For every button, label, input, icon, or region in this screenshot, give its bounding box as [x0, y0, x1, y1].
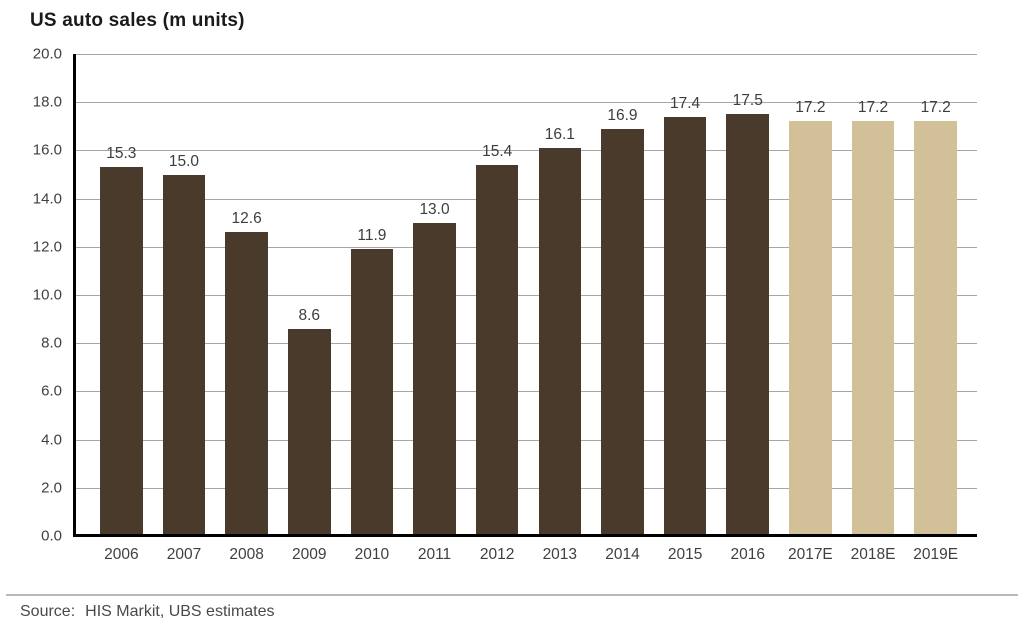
gridline: [76, 487, 977, 489]
bar-column-2011: 13.0: [403, 54, 466, 536]
x-tick-label: 2014: [605, 546, 640, 563]
bar-2016: [726, 114, 770, 536]
bar-column-2017E: 17.2: [779, 54, 842, 536]
bar-value-label: 17.2: [920, 99, 951, 117]
bar-value-label: 15.3: [106, 145, 137, 163]
y-tick-label: 18.0: [32, 93, 62, 111]
bar-2018E: [851, 121, 895, 536]
x-tick-label: 2011: [417, 546, 452, 563]
x-axis: 2006 2007 2008 2009 2010 2011 2012 2013 2014 2015…: [76, 546, 977, 564]
bar-value-label: 16.9: [607, 106, 638, 124]
x-tick-label: 2017E: [787, 546, 833, 563]
bar-column-2006: 15.3: [90, 54, 153, 536]
bar-value-label: 11.9: [357, 227, 387, 245]
source-value: HIS Markit, UBS estimates: [85, 603, 275, 620]
bar-column-2008: 12.6: [215, 54, 278, 536]
bar-value-label: 13.0: [419, 200, 450, 218]
gridline: [76, 391, 977, 393]
x-tick-label: 2007: [166, 546, 202, 563]
bar-value-label: 16.1: [544, 126, 575, 143]
gridline: [76, 439, 977, 441]
y-tick-label: 16.0: [32, 141, 62, 159]
x-axis-line: [73, 534, 977, 537]
bar-value-label: 17.2: [857, 99, 889, 117]
plot-area: 20.0 18.0 16.0 14.0 12.0 10.0 8.0 6.0 4.0 2.0 0.0 …: [33, 46, 977, 545]
y-tick-label: 12.0: [32, 238, 62, 256]
y-axis-line: [73, 54, 76, 537]
x-tick-label: 2009: [292, 546, 327, 563]
bar-2007: [162, 174, 206, 536]
bar-value-label: 12.6: [231, 210, 262, 228]
x-tick-label: 2019E: [913, 546, 959, 563]
y-tick-label: 14.0: [32, 190, 62, 208]
y-tick-label: 0.0: [41, 527, 62, 545]
x-tick-label: 2016: [730, 546, 765, 563]
bar-2010: [350, 249, 394, 536]
bar-column-2019E: 17.2: [904, 54, 967, 536]
gridline: [76, 150, 977, 152]
bar-column-2007: 15.0: [153, 54, 216, 536]
y-tick-label: 2.0: [41, 479, 62, 497]
bar-value-label: 17.4: [670, 94, 701, 112]
y-tick-label: 8.0: [41, 334, 62, 352]
bar-column-2009: 8.6: [278, 54, 341, 536]
y-tick-label: 4.0: [41, 431, 62, 449]
gridline: [76, 198, 977, 200]
x-tick-label: 2008: [229, 546, 264, 563]
x-tick-label: 2015: [667, 546, 703, 563]
bar-2009: [287, 328, 331, 536]
bar-column-2012: 15.4: [466, 54, 529, 536]
x-tick-label: 2006: [104, 546, 139, 563]
bar-column-2013: 16.1: [528, 54, 591, 536]
x-tick-label: 2013: [542, 546, 578, 563]
bar-2017E: [789, 121, 832, 536]
bar-2011: [413, 222, 456, 536]
gridline: [76, 54, 977, 55]
bars-row: 15.3 15.0 12.6 8.6 11.9 13.0 15.4 16.1 16.9 17.4 1…: [76, 54, 977, 536]
bar-value-label: 15.0: [168, 152, 200, 170]
x-tick-label: 2018E: [850, 546, 896, 563]
source-label: Source:: [20, 603, 76, 620]
bar-column-2015: 17.4: [654, 54, 717, 536]
bar-2012: [475, 164, 519, 536]
chart-title: US auto sales (m units): [30, 10, 245, 31]
bar-value-label: 17.2: [795, 99, 826, 117]
gridline: [76, 246, 977, 248]
source-row: Source: HIS Markit, UBS estimates: [6, 594, 1018, 621]
bar-value-label: 15.4: [482, 142, 513, 160]
bar-2014: [601, 128, 644, 536]
y-tick-label: 6.0: [41, 382, 62, 400]
bar-column-2016: 17.5: [716, 54, 779, 536]
source-note: Source: HIS Markit, UBS estimates: [20, 603, 275, 620]
gridline: [76, 102, 977, 104]
bar-2019E: [914, 121, 957, 536]
bar-2008: [225, 232, 268, 536]
y-tick-label: 10.0: [32, 286, 62, 304]
bar-2013: [538, 148, 582, 536]
bar-2015: [663, 116, 707, 536]
gridline: [76, 343, 977, 345]
gridline: [76, 295, 977, 296]
x-tick-label: 2010: [354, 546, 390, 563]
bar-column-2018E: 17.2: [842, 54, 905, 536]
bar-column-2014: 16.9: [591, 54, 654, 536]
bar-value-label: 17.5: [732, 92, 763, 110]
bar-column-2010: 11.9: [341, 54, 404, 536]
y-axis: 20.0 18.0 16.0 14.0 12.0 10.0 8.0 6.0 4.0 2.0 0.0: [0, 46, 62, 545]
bar-2006: [100, 167, 143, 536]
x-tick-label: 2012: [479, 546, 515, 563]
bar-value-label: 8.6: [298, 306, 321, 324]
y-tick-label: 20.0: [32, 45, 62, 63]
